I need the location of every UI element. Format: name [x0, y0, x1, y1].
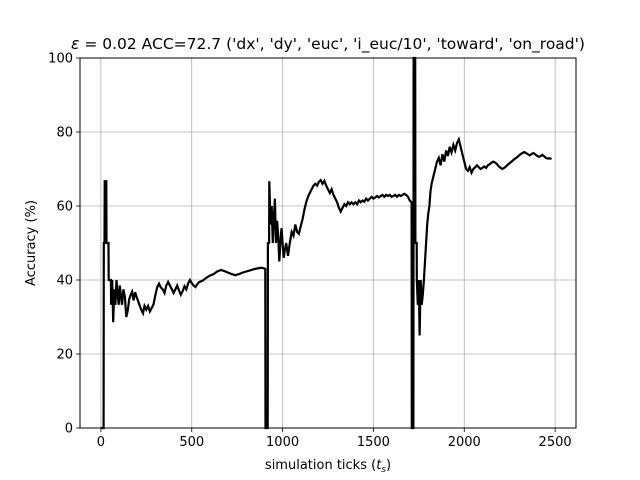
x-tick-label: 500 [179, 435, 204, 450]
x-axis-label: simulation ticks (ts) [265, 458, 391, 475]
y-axis-ticks: 0 20 40 60 80 100 [48, 52, 80, 437]
x-tick-label: 0 [97, 435, 105, 450]
y-tick-label: 60 [56, 200, 73, 215]
x-tick-label: 2500 [539, 435, 572, 450]
axes-frame [79, 57, 577, 429]
x-axis-ticks: 0 500 1000 1500 2000 2500 [97, 428, 572, 450]
y-tick-label: 100 [48, 52, 73, 67]
series-group [100, 56, 552, 430]
y-tick-label: 20 [56, 348, 73, 363]
x-tick-label: 1000 [266, 435, 299, 450]
series-line [100, 56, 552, 430]
x-tick-label: 2000 [448, 435, 481, 450]
x-tick-label: 1500 [357, 435, 390, 450]
chart-title: ε = 0.02 ACC=72.7 ('dx', 'dy', 'euc', 'i… [71, 35, 585, 54]
y-tick-label: 80 [56, 126, 73, 141]
y-tick-label: 0 [65, 422, 73, 437]
y-tick-label: 40 [56, 274, 73, 289]
y-axis-label: Accuracy (%) [24, 200, 39, 286]
